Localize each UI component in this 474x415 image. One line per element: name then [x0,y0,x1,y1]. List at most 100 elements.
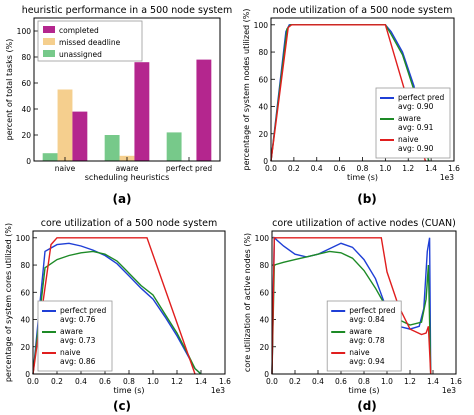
chart-title: heuristic performance in a 500 node syst… [22,5,233,16]
y-tick-label: 40 [20,316,30,325]
legend-avg-label: avg: 0.94 [349,357,385,366]
x-axis-label: time (s) [347,173,378,182]
plot-frame [271,230,457,375]
legend-label: perfect pred [60,306,106,315]
chart-title: core utilization of a 500 node system [41,218,218,229]
y-tick-label: 100 [254,21,269,30]
x-tick-label: 1.2 [171,377,183,386]
y-tick-label: 100 [17,27,32,36]
x-tick-label: 0.6 [334,164,346,173]
bar [166,132,182,161]
panel-label: (c) [113,399,131,413]
x-tick-label: 1.2 [404,377,416,386]
y-tick-label: 60 [258,75,268,84]
legend-label: missed deadline [59,38,121,47]
legend-label: aware [60,327,83,336]
legend-box [326,300,402,372]
x-tick-label: 0.8 [358,377,370,386]
x-axis-multiplier: 1e3 [440,173,454,182]
legend-label: unassigned [59,50,102,59]
x-tick-label: 1.4 [425,164,437,173]
legend-label: naive [398,135,419,144]
x-tick-label: 0.4 [311,164,323,173]
legend-swatch [43,26,55,33]
legend-label: naive [60,348,81,357]
legend-avg-label: avg: 0.86 [60,357,96,366]
legend-avg-label: avg: 0.76 [60,315,96,324]
x-tick-label: 1.4 [195,377,207,386]
y-tick-label: 0 [25,370,30,379]
y-tick-label: 60 [21,79,31,88]
legend-box [37,20,143,62]
panel-label: (b) [357,192,377,206]
legend-avg-label: avg: 0.91 [398,123,434,132]
series-line [32,237,196,375]
legend-avg-label: avg: 0.73 [60,336,96,345]
x-tick-label: 0.2 [289,377,301,386]
bar [42,153,58,161]
series-line [270,24,427,162]
legend-label: completed [59,26,99,35]
x-tick-label: 0.2 [51,377,63,386]
x-tick-label: 0.6 [335,377,347,386]
y-tick-label: 20 [259,343,269,352]
legend-avg-label: avg: 0.78 [349,336,385,345]
x-axis-label: time (s) [348,386,379,395]
legend-box [37,300,113,372]
y-tick-label: 40 [21,105,31,114]
legend-swatch [43,38,55,45]
x-tick-label: 0.4 [312,377,324,386]
y-tick-label: 40 [258,103,268,112]
series-line [32,250,202,375]
x-tick-label: aware [116,164,139,173]
x-tick-label: 1.4 [427,377,439,386]
y-tick-label: 40 [259,316,269,325]
x-tick-label: 0.2 [288,164,300,173]
y-tick-label: 100 [16,234,31,243]
y-axis-label: percentage of system nodes utilized (%) [242,9,251,171]
chart-title: node utilization of a 500 node system [273,5,453,16]
x-tick-label: 1.0 [379,164,391,173]
x-axis-multiplier: 1e3 [211,386,225,395]
legend-label: aware [349,327,372,336]
y-tick-label: 0 [26,157,31,166]
plot-frame [32,230,226,375]
chart-title: core utilization of active nodes (CUAN) [272,218,456,229]
y-axis-label: percent of total tasks (%) [5,39,14,141]
legend-avg-label: avg: 0.84 [349,315,385,324]
legend-label: naive [349,348,370,357]
y-tick-label: 0 [263,157,268,166]
y-tick-label: 20 [21,131,31,140]
panel-label: (a) [112,192,131,206]
x-axis-multiplier: 1e3 [442,386,456,395]
legend-avg-label: avg: 0.90 [398,144,434,153]
y-tick-label: 60 [20,288,30,297]
series-line [32,242,202,375]
bar [134,62,150,162]
series-line [271,250,432,375]
y-axis-label: core utilization of active nodes (%) [243,233,252,372]
y-tick-label: 80 [21,53,31,62]
x-tick-label: 1.6 [219,377,231,386]
series-line [271,237,432,375]
bar [72,111,88,161]
x-tick-label: 1.0 [381,377,393,386]
legend-label: perfect pred [398,93,444,102]
legend-label: perfect pred [349,306,395,315]
y-tick-label: 80 [259,261,269,270]
x-axis-label: time (s) [113,386,144,395]
x-tick-label: 1.0 [147,377,159,386]
x-tick-label: 1.6 [450,377,462,386]
bar [104,135,120,161]
y-axis-label: percentage of system cores utilized (%) [4,223,13,382]
y-tick-label: 0 [264,370,269,379]
y-tick-label: 20 [258,130,268,139]
legend-box [375,87,451,159]
legend-swatch [43,50,55,57]
x-tick-label: 0.6 [99,377,111,386]
y-tick-label: 20 [20,343,30,352]
legend-avg-label: avg: 0.90 [398,102,434,111]
x-tick-label: 0.0 [266,377,278,386]
x-tick-label: 0.0 [265,164,277,173]
x-tick-label: 1.6 [448,164,460,173]
